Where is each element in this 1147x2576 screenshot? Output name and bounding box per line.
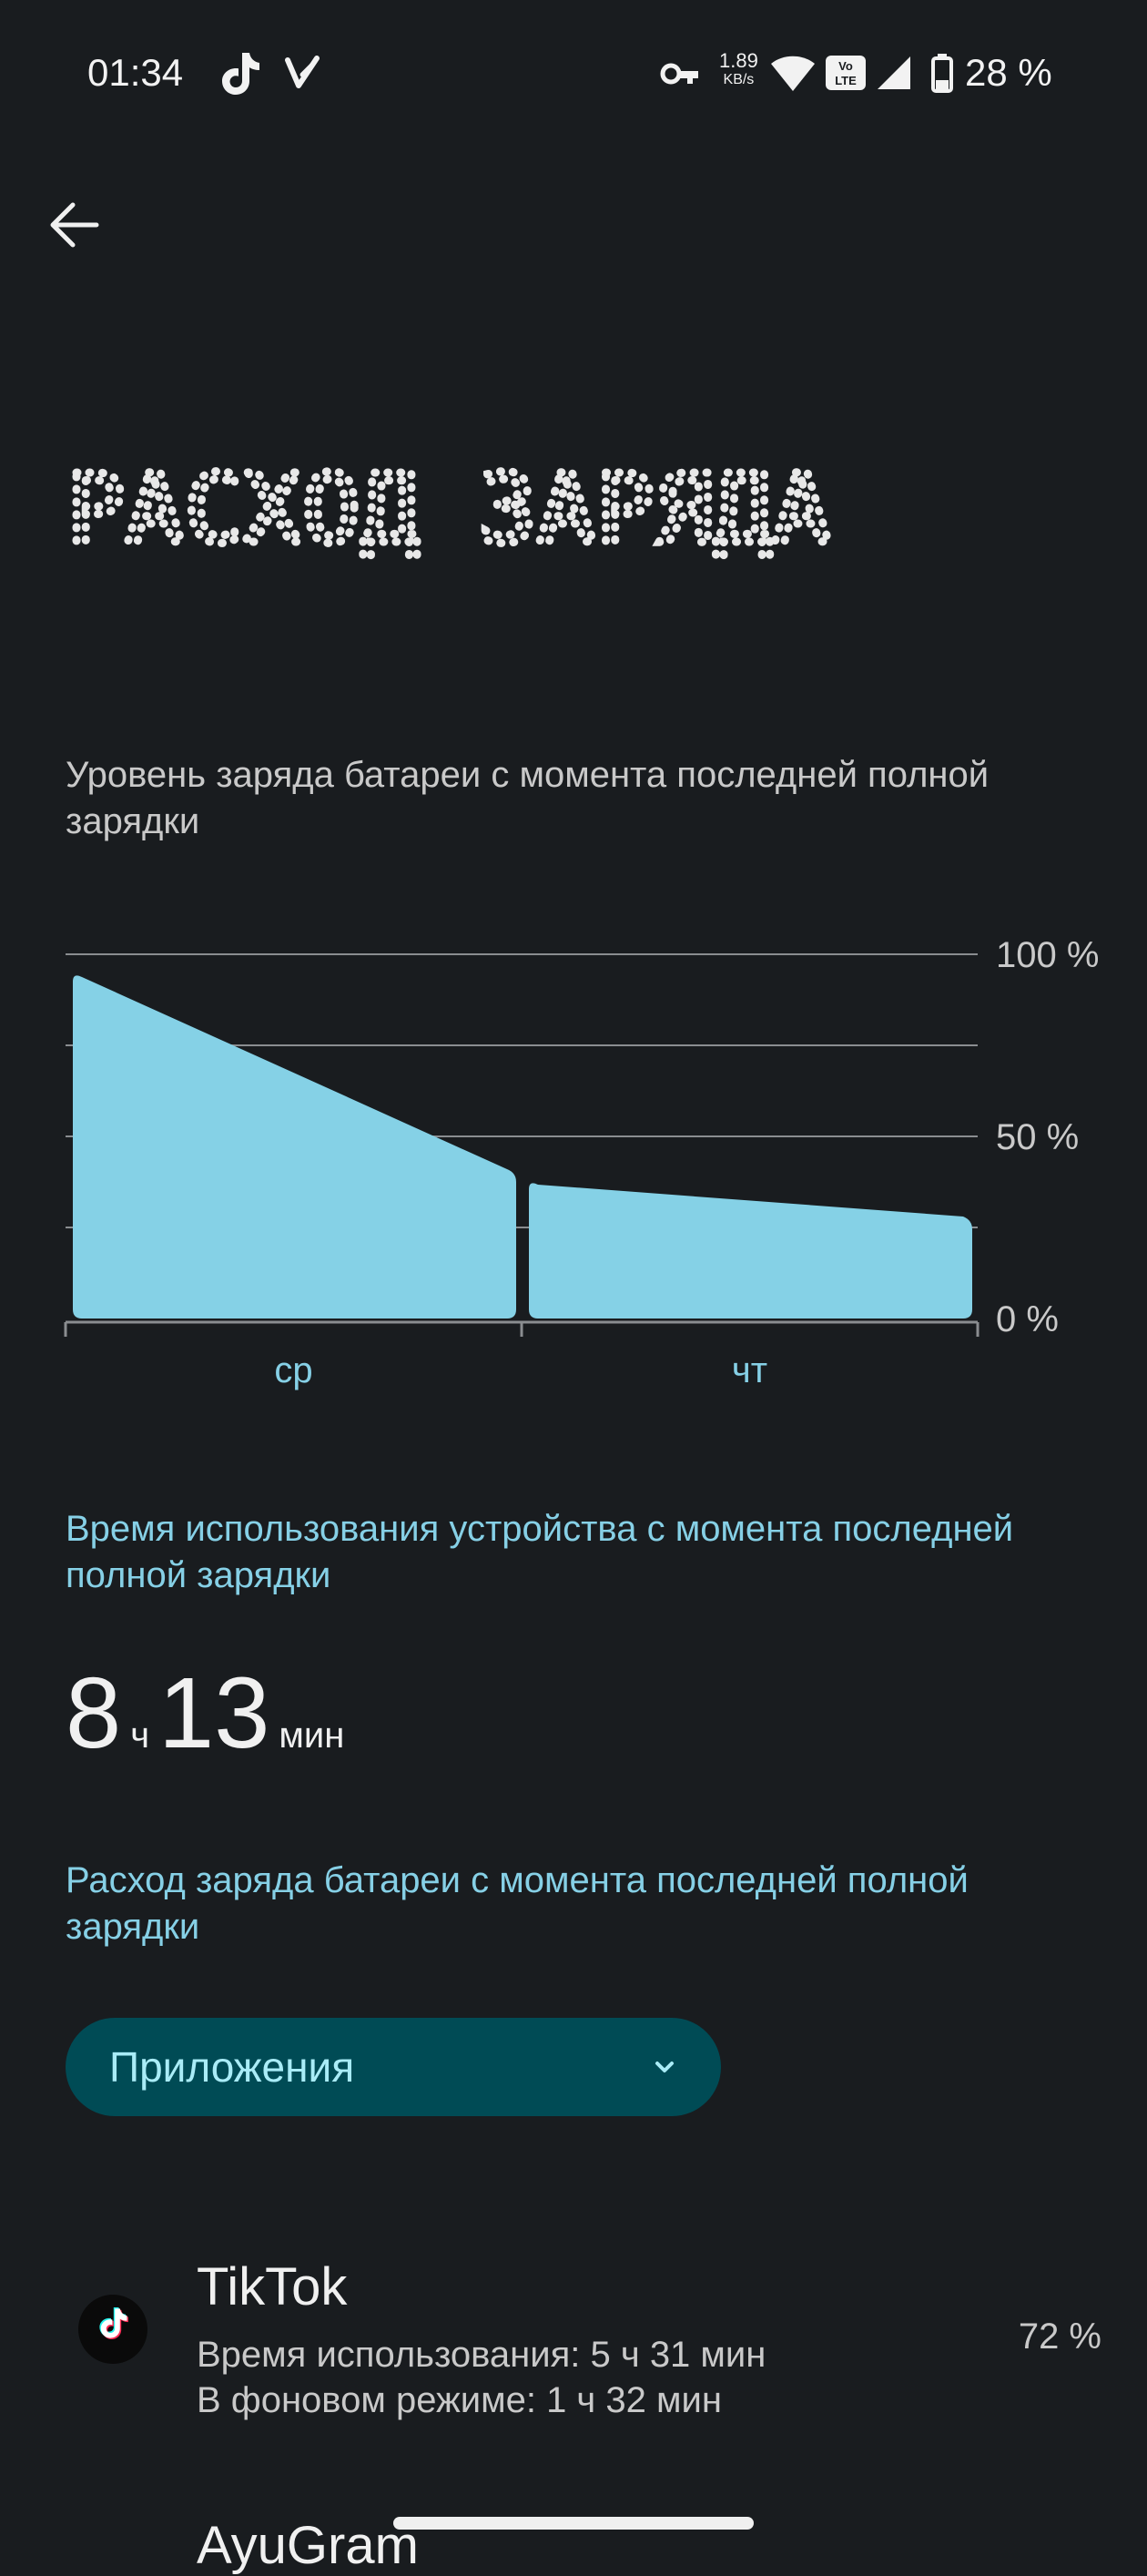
screen-time-value: 8 ч13 мин — [66, 1655, 353, 1771]
battery-level-subtitle: Уровень заряда батареи с момента последн… — [66, 755, 990, 841]
chart-x-tick-label: ср — [274, 1350, 312, 1390]
tiktok-notification-icon — [222, 53, 259, 95]
screen-time-heading: Время использования устройства с момента… — [66, 1509, 1014, 1595]
chart-x-tick-label: чт — [732, 1350, 767, 1390]
chart-y-tick-label: 50 % — [996, 1117, 1079, 1157]
screen-time-minutes-unit: мин — [279, 1716, 345, 1756]
dropdown-selected-value: Приложения — [109, 2043, 355, 2091]
tiktok-app-icon — [78, 2295, 147, 2364]
chart-area-segment — [529, 1183, 972, 1319]
app-name: AyuGram — [197, 2516, 419, 2575]
app-background-time: В фоновом режиме: 1 ч 32 мин — [197, 2380, 722, 2420]
network-speed-value: 1.89 — [719, 49, 758, 72]
back-button[interactable] — [36, 187, 113, 263]
arrow-back-icon — [50, 202, 99, 248]
page-title: РАСХОД ЗАРЯДА — [64, 450, 974, 569]
network-speed-unit: KB/s — [723, 72, 755, 87]
screen-time-hours: 8 — [66, 1657, 122, 1769]
svg-text:Vo: Vo — [838, 59, 853, 73]
battery-percent: 28 % — [965, 51, 1052, 94]
consumption-heading: Расход заряда батареи с момента последне… — [66, 1860, 969, 1947]
battery-level-chart: 100 % 50 % 0 % ср чт — [64, 935, 1099, 1390]
status-time: 01:34 — [87, 51, 184, 94]
battery-icon — [931, 54, 953, 93]
app-battery-percent: 72 % — [1018, 2316, 1101, 2357]
app-name: TikTok — [197, 2257, 348, 2316]
page-title-text: РАСХОД ЗАРЯДА — [64, 450, 835, 569]
home-indicator[interactable] — [393, 2517, 754, 2530]
app-usage-time: Время использования: 5 ч 31 мин — [197, 2335, 766, 2375]
page-title-glyphs: РАСХОД ЗАРЯДА — [67, 455, 832, 565]
chart-area-segment — [73, 975, 516, 1319]
network-speed: 1.89 KB/s — [719, 51, 758, 89]
apps-filter-dropdown[interactable]: Приложения — [66, 2018, 721, 2116]
chart-y-tick-label: 0 % — [996, 1299, 1059, 1339]
app-notification-icon — [285, 56, 320, 88]
screen-time-hours-unit: ч — [130, 1716, 150, 1756]
chart-y-tick-label: 100 % — [996, 935, 1099, 975]
svg-text:LTE: LTE — [835, 74, 857, 87]
wifi-icon — [771, 56, 815, 91]
signal-icon — [878, 56, 910, 89]
screen-time-minutes: 13 — [158, 1657, 270, 1769]
volte-icon: Vo LTE — [826, 56, 866, 90]
chevron-down-icon — [655, 2062, 674, 2072]
status-bar: 01:34 1.89 KB/s Vo LTE 28 % — [0, 0, 1147, 146]
vpn-key-icon — [660, 63, 698, 85]
